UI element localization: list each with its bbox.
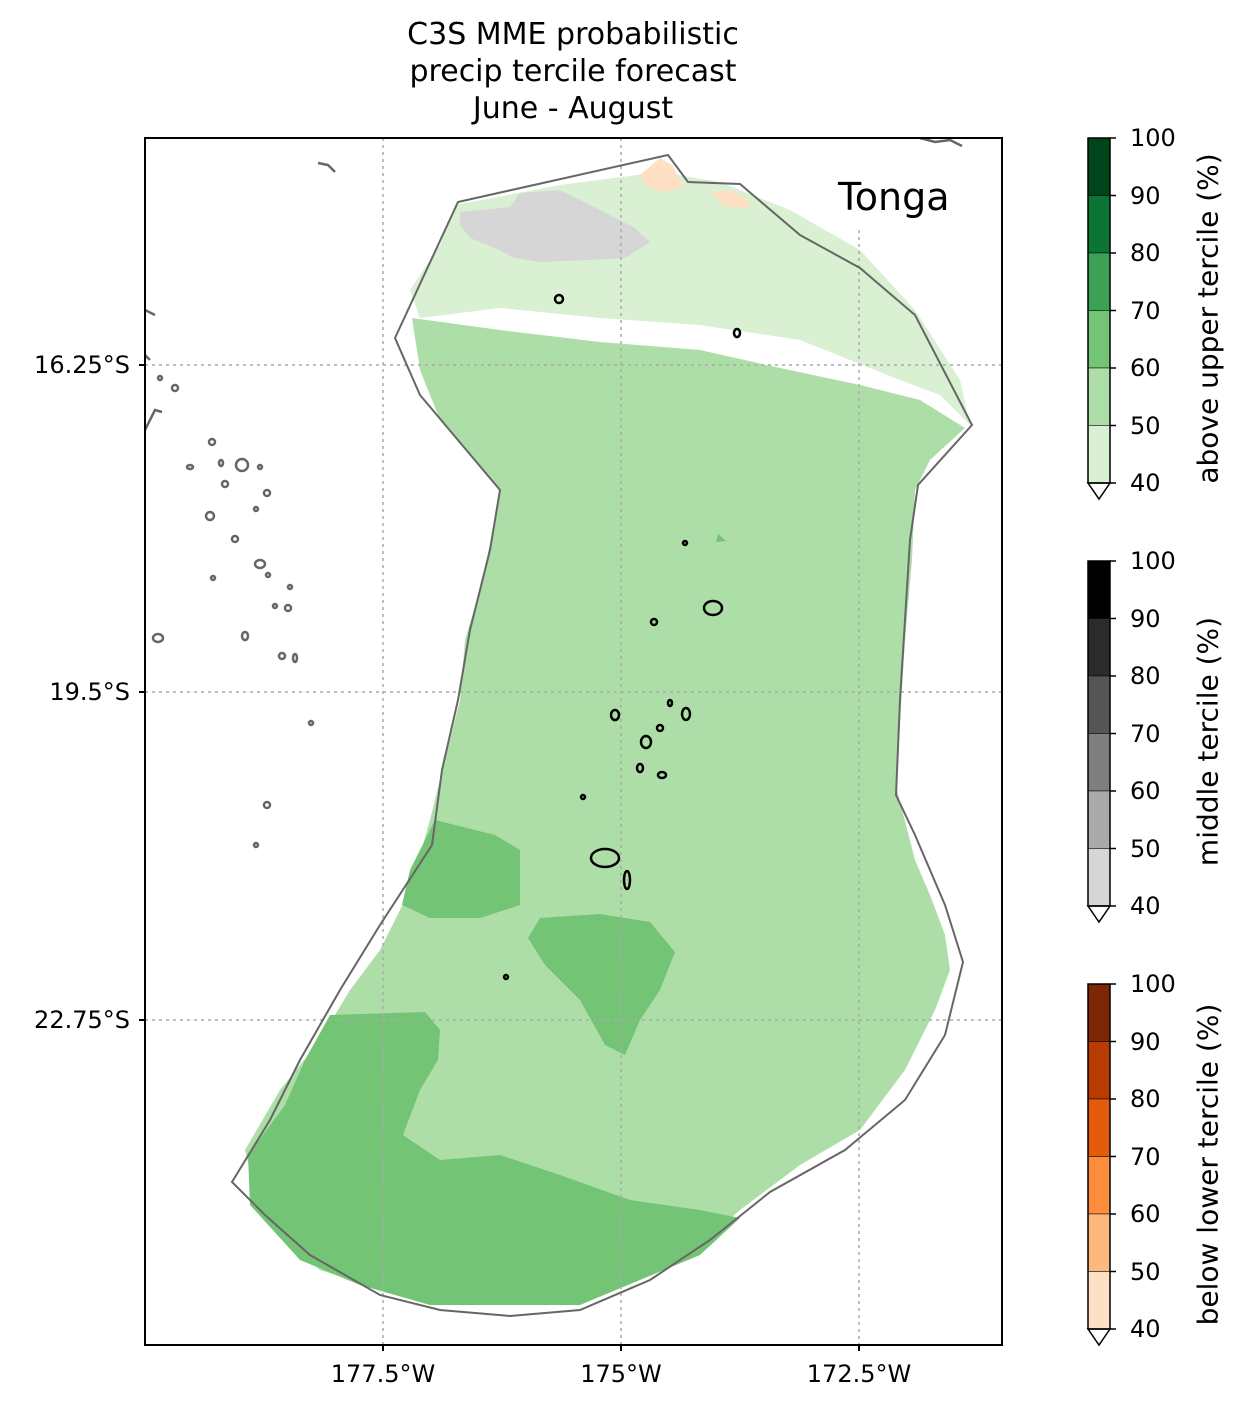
colorbar-3-tick-label: 70 bbox=[1130, 1142, 1161, 1171]
colorbar-2-tick-label: 70 bbox=[1130, 719, 1161, 748]
title-line-3: June - August bbox=[472, 91, 674, 126]
colorbar-2-extend bbox=[1086, 905, 1112, 924]
colorbar-1-segment bbox=[1087, 195, 1111, 254]
colorbar-1-segment bbox=[1087, 425, 1111, 484]
title-line-1: C3S MME probabilistic bbox=[407, 17, 739, 52]
colorbar-2-segment bbox=[1087, 733, 1111, 792]
colorbars bbox=[1086, 137, 1116, 1347]
colorbar-1-tick-label: 70 bbox=[1130, 296, 1161, 325]
eez-boundary bbox=[230, 153, 974, 1318]
colorbar-1-extend bbox=[1086, 482, 1112, 501]
colorbar-2-segment bbox=[1087, 675, 1111, 734]
colorbar-1-segment bbox=[1087, 252, 1111, 311]
normal-region-40-50 bbox=[460, 190, 650, 262]
colorbar-3-segment bbox=[1087, 1213, 1111, 1272]
axis-ticks bbox=[139, 364, 860, 1351]
y-tick-label-3: 22.75°S bbox=[34, 1006, 130, 1034]
below-region-40-50-b bbox=[710, 190, 750, 208]
colorbar-3-segment bbox=[1087, 1271, 1111, 1330]
forecast-region-60-70-b bbox=[528, 914, 675, 1055]
colorbar-3-tick-label: 80 bbox=[1130, 1085, 1161, 1113]
colorbar-3-segment bbox=[1087, 1156, 1111, 1215]
colorbar-3-segment bbox=[1087, 983, 1111, 1042]
x-tick-label-3: 172.5°W bbox=[806, 1360, 912, 1388]
colorbar-2-segment bbox=[1087, 790, 1111, 849]
colorbar-2-tick-label: 40 bbox=[1130, 892, 1161, 920]
tonga-islands bbox=[502, 293, 742, 981]
forecast-region-60-70-d bbox=[716, 534, 726, 542]
y-tick-label-1: 16.25°S bbox=[34, 351, 130, 379]
colorbar-1-label: above upper tercile (%) bbox=[1191, 152, 1225, 484]
colorbar-3-tick-label: 40 bbox=[1130, 1315, 1161, 1343]
colorbar-1-tick-label: 80 bbox=[1130, 239, 1161, 267]
colorbar-3-extend bbox=[1086, 1328, 1112, 1347]
colorbar-2-label: middle tercile (%) bbox=[1191, 616, 1225, 866]
colorbar-2-tick-label: 50 bbox=[1130, 834, 1161, 863]
colorbar-1-tick-label: 60 bbox=[1130, 354, 1161, 382]
colorbar-1-tick-label: 90 bbox=[1130, 181, 1161, 210]
colorbar-2-tick-label: 80 bbox=[1130, 662, 1161, 690]
colorbar-2-segment bbox=[1087, 848, 1111, 907]
x-tick-label-1: 177.5°W bbox=[330, 1360, 436, 1388]
y-tick-label-2: 19.5°S bbox=[49, 678, 130, 706]
region-label: Tonga bbox=[838, 175, 950, 219]
colorbar-2-segment bbox=[1087, 560, 1111, 619]
colorbar-2-segment bbox=[1087, 618, 1111, 677]
below-region-40-50-a bbox=[640, 158, 685, 192]
colorbar-1-tick-label: 100 bbox=[1130, 124, 1176, 152]
map-frame bbox=[144, 137, 1003, 1346]
colorbar-2-tick-label: 100 bbox=[1130, 547, 1176, 575]
colorbar-1-tick-label: 50 bbox=[1130, 411, 1161, 440]
colorbar-3-label: below lower tercile (%) bbox=[1191, 1003, 1225, 1325]
colorbar-2-tick-label: 60 bbox=[1130, 777, 1161, 805]
gridlines bbox=[145, 138, 1002, 1345]
x-tick-label-2: 175°W bbox=[580, 1360, 662, 1388]
colorbar-3-tick-label: 50 bbox=[1130, 1257, 1161, 1286]
colorbar-3-tick-label: 100 bbox=[1130, 970, 1176, 998]
title-line-2: precip tercile forecast bbox=[409, 54, 737, 89]
colorbar-3-tick-label: 90 bbox=[1130, 1027, 1161, 1056]
fiji-islands bbox=[145, 138, 963, 849]
colorbar-1-segment bbox=[1087, 310, 1111, 369]
colorbar-3-segment bbox=[1087, 1041, 1111, 1100]
colorbar-3-tick-label: 60 bbox=[1130, 1200, 1161, 1228]
colorbar-1-segment bbox=[1087, 367, 1111, 426]
colorbar-1-segment bbox=[1087, 137, 1111, 196]
colorbar-3-segment bbox=[1087, 1098, 1111, 1157]
colorbar-1-tick-label: 40 bbox=[1130, 469, 1161, 497]
forecast-region-60-70-c bbox=[248, 1012, 740, 1305]
colorbar-2-tick-label: 90 bbox=[1130, 604, 1161, 633]
